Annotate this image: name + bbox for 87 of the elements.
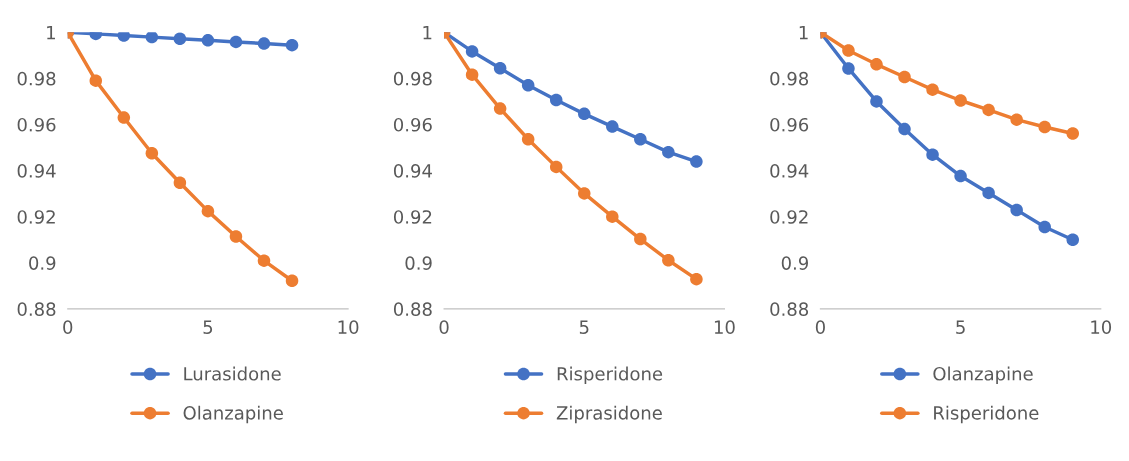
x-tick-label: 10	[1091, 320, 1112, 334]
point	[690, 272, 703, 286]
point	[549, 160, 563, 174]
point	[606, 210, 619, 223]
point	[229, 230, 243, 243]
point	[842, 44, 855, 57]
point	[954, 169, 967, 183]
point	[145, 32, 159, 44]
x-tick-label: 5	[203, 320, 213, 334]
point	[145, 147, 159, 160]
y-tick-label: 0.96	[393, 117, 432, 132]
x-tick-label: 0	[63, 320, 73, 334]
y-tick-label: 1	[799, 25, 808, 40]
point	[173, 176, 187, 190]
point	[549, 93, 563, 107]
point	[690, 155, 703, 168]
point	[634, 132, 647, 146]
point	[926, 148, 939, 161]
legend-label: Lurasidone	[184, 366, 281, 381]
y-tick-label: 0.88	[17, 302, 56, 316]
point	[201, 34, 215, 47]
point	[285, 274, 299, 287]
legend-label: Olanzapine	[183, 405, 283, 424]
point	[578, 187, 591, 200]
point	[1038, 220, 1051, 234]
point	[1066, 127, 1079, 140]
point	[662, 145, 675, 159]
point	[1010, 203, 1023, 217]
point	[606, 120, 619, 133]
point	[117, 32, 131, 42]
x-tick-label: 10	[338, 320, 359, 334]
y-tick-label: 0.98	[770, 71, 809, 86]
y-tick-label: 0.88	[393, 302, 432, 316]
point	[1038, 120, 1051, 134]
legend-label: Olanzapine	[933, 366, 1033, 385]
legend-label: Risperidone	[557, 366, 663, 385]
y-tick-label: 0.94	[770, 164, 809, 178]
point	[1066, 233, 1079, 246]
point	[662, 253, 675, 267]
y-tick-label: 0.9	[29, 256, 56, 270]
point	[493, 61, 507, 75]
point	[173, 32, 187, 45]
y-tick-label: 1	[47, 25, 55, 40]
y-tick-label: 0.98	[17, 71, 56, 86]
x-tick-label: 5	[956, 320, 965, 334]
y-tick-label: 0.94	[17, 164, 56, 178]
y-tick-label: 0.98	[393, 71, 432, 86]
legend-label: Risperidone	[934, 405, 1039, 424]
point	[982, 186, 995, 200]
y-tick-label: 0.94	[393, 164, 432, 178]
y-tick-label: 0.9	[405, 256, 432, 270]
point	[898, 122, 911, 136]
point	[982, 103, 995, 117]
point	[285, 38, 299, 52]
y-tick-label: 0.96	[17, 117, 56, 132]
point	[842, 62, 855, 75]
point	[229, 35, 243, 49]
point	[257, 254, 271, 267]
point	[465, 68, 479, 81]
x-tick-label: 0	[439, 320, 449, 334]
point	[870, 58, 883, 71]
point	[521, 132, 535, 146]
point	[578, 107, 591, 121]
x-tick-label: 10	[714, 320, 735, 334]
point	[954, 94, 967, 107]
point	[257, 37, 271, 50]
legend-label: Ziprasidone	[556, 405, 662, 424]
point	[117, 111, 131, 124]
x-tick-label: 0	[815, 320, 825, 334]
point	[201, 204, 215, 218]
point	[493, 102, 507, 115]
y-tick-label: 0.96	[770, 117, 809, 132]
y-tick-label: 1	[423, 25, 432, 40]
point	[521, 79, 535, 92]
point	[89, 74, 103, 87]
point	[898, 70, 911, 84]
point	[926, 83, 939, 96]
point	[465, 45, 479, 58]
point	[634, 232, 647, 246]
y-tick-label: 0.92	[393, 210, 432, 224]
x-tick-label: 5	[579, 320, 589, 334]
y-tick-label: 0.92	[17, 210, 55, 224]
y-tick-label: 0.88	[770, 302, 809, 316]
y-tick-label: 0.92	[770, 210, 808, 224]
point	[870, 95, 883, 108]
y-tick-label: 0.9	[781, 256, 809, 270]
point	[1010, 113, 1023, 126]
